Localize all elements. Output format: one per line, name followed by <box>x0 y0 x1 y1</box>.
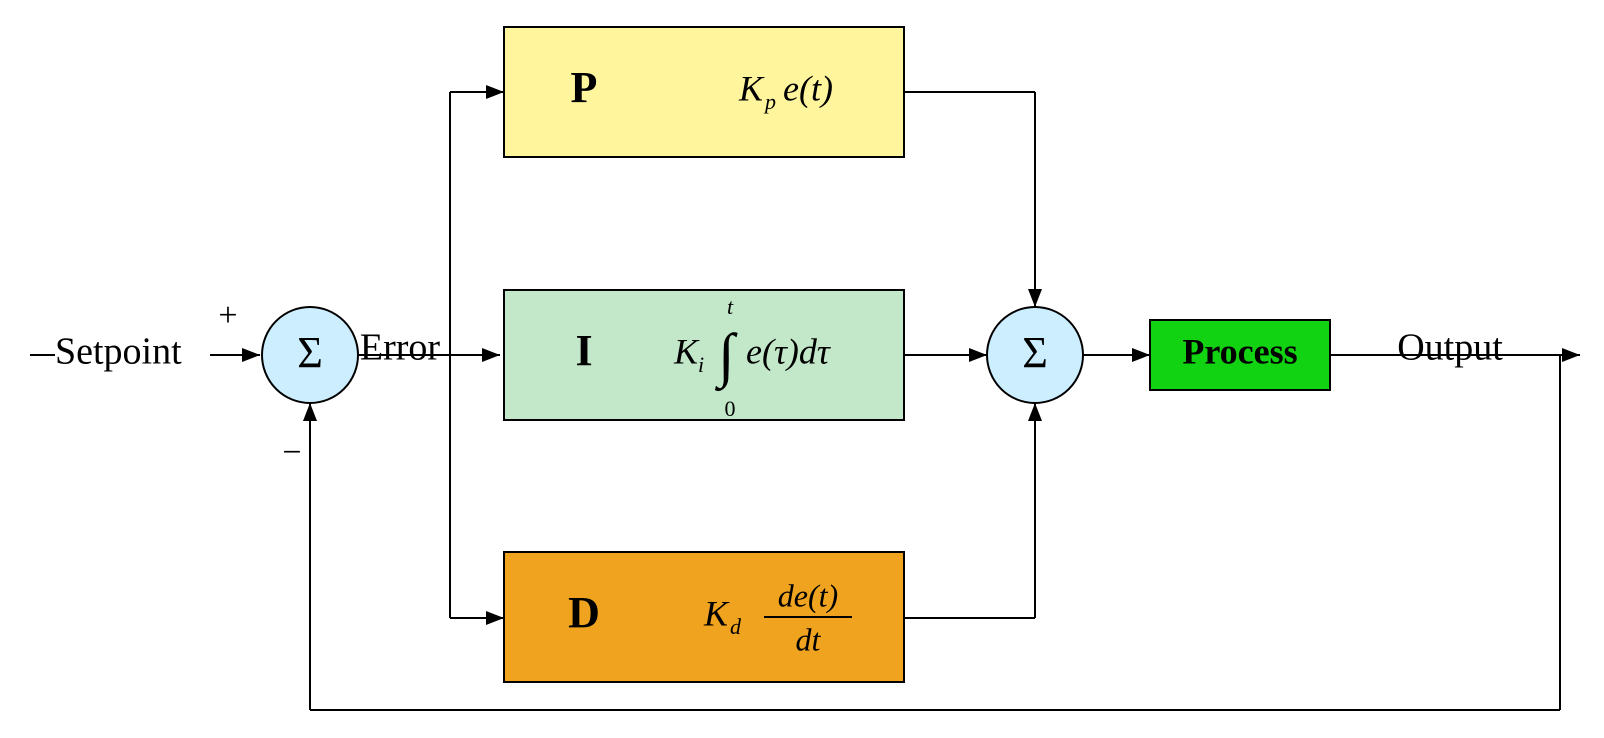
label-error: Error <box>360 327 441 369</box>
label-plus: + <box>218 297 237 334</box>
label-process: Process <box>1182 331 1297 371</box>
label-output: Output <box>1397 327 1503 369</box>
sigma-1: Σ <box>297 328 323 377</box>
formula-i-k: K <box>673 331 700 371</box>
formula-i-upper: t <box>727 294 734 319</box>
label-setpoint: Setpoint <box>55 331 182 373</box>
formula-i-body: e(τ)dτ <box>746 331 831 371</box>
block-p <box>504 27 904 157</box>
formula-p-ksub: p <box>763 89 776 114</box>
formula-p-k: K <box>738 68 765 108</box>
sigma-2: Σ <box>1022 328 1048 377</box>
formula-i-lower: 0 <box>725 396 736 421</box>
label-p: P <box>571 63 598 112</box>
formula-d-k: K <box>703 593 730 633</box>
pid-block-diagram: Setpoint+Σ−ErrorPKpe(t)IKi∫t0e(τ)dτDKdde… <box>0 0 1604 738</box>
label-i: I <box>575 326 592 375</box>
label-minus: − <box>282 434 301 471</box>
formula-d-ksub: d <box>730 614 742 639</box>
formula-d-den: dt <box>796 621 822 657</box>
formula-p-body: e(t) <box>783 68 833 108</box>
label-d: D <box>568 588 600 637</box>
formula-d-num: de(t) <box>778 577 838 613</box>
formula-i-ksub: i <box>698 352 704 377</box>
